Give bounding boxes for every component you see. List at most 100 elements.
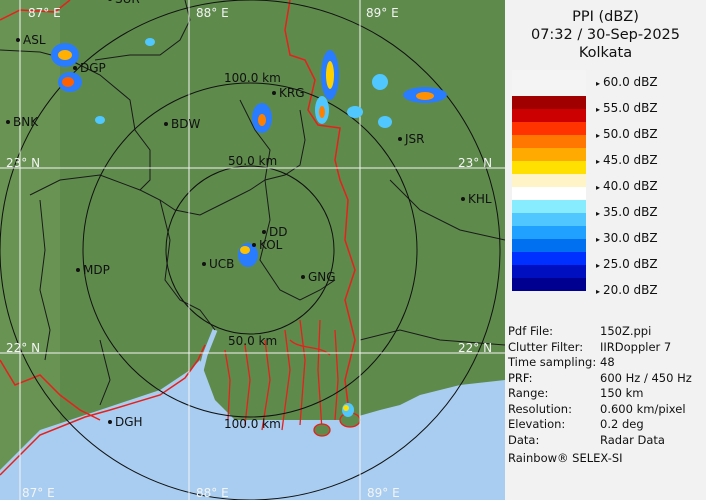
coast xyxy=(0,344,206,476)
city-label: MDP xyxy=(83,263,110,277)
legend-label: 35.0 dBZ xyxy=(596,205,658,219)
info-key: Data: xyxy=(508,432,540,447)
lon-label: 87° E xyxy=(28,6,61,20)
city-marker xyxy=(202,262,206,266)
lat-lon-grid xyxy=(0,0,505,500)
city-marker xyxy=(461,197,465,201)
radar-map[interactable]: 87° E 88° E 89° E 87° E 88° E 89° E 23° … xyxy=(0,0,505,500)
lon-label: 88° E xyxy=(196,6,229,20)
city-label: GNG xyxy=(308,270,336,284)
lat-label: 23° N xyxy=(6,156,40,170)
range-ring-150km xyxy=(0,0,501,500)
lon-label: 89° E xyxy=(366,6,399,20)
bangladesh-border xyxy=(284,0,356,421)
info-row: Data: Radar Data xyxy=(508,433,692,449)
city-marker xyxy=(73,66,77,70)
city-label: DGH xyxy=(115,415,143,429)
legend-swatch xyxy=(512,252,586,265)
info-value: 0.2 deg xyxy=(600,417,644,431)
info-value: 150 km xyxy=(600,386,644,400)
city-marker xyxy=(252,243,256,247)
legend-swatch xyxy=(512,187,586,200)
info-key: Time sampling: xyxy=(508,355,597,369)
legend-swatch xyxy=(512,109,586,122)
scan-info: Pdf File: 150Z.ppi Clutter Filter: IIRDoppl… xyxy=(508,324,692,467)
info-value: 150Z.ppi xyxy=(600,324,652,338)
legend-swatch xyxy=(512,161,586,174)
city-label: UCB xyxy=(209,257,234,271)
brand-text: Rainbow® SELEX-SI xyxy=(508,451,623,465)
city-marker xyxy=(16,38,20,42)
range-label: 100.0 km xyxy=(224,417,281,431)
sundarbans-channels xyxy=(224,319,361,437)
range-label: 50.0 km xyxy=(228,154,277,168)
legend-swatch xyxy=(512,122,586,135)
legend-label: 60.0 dBZ xyxy=(596,75,658,89)
city-label: KOL xyxy=(259,238,283,252)
city-marker xyxy=(6,120,10,124)
lat-label: 22° N xyxy=(458,341,492,355)
range-ring-50km xyxy=(165,165,335,335)
reflectivity-echoes xyxy=(51,38,447,417)
info-row: PRF: 600 Hz / 450 Hz xyxy=(508,371,692,387)
legend-label: 55.0 dBZ xyxy=(596,101,658,115)
info-key: PRF: xyxy=(508,370,533,385)
legend-label: 25.0 dBZ xyxy=(596,257,658,271)
lon-label: 89° E xyxy=(367,486,400,500)
city-label: KHL xyxy=(468,192,492,206)
city-label: DGP xyxy=(80,61,106,75)
range-ring-100km xyxy=(82,82,418,418)
info-row: Elevation: 0.2 deg xyxy=(508,417,692,433)
grid-labels: 87° E 88° E 89° E 87° E 88° E 89° E 23° … xyxy=(6,6,492,500)
timestamp: 07:32 / 30-Sep-2025 xyxy=(530,27,681,43)
legend-swatch xyxy=(512,200,586,213)
info-row: Resolution: 0.600 km/pixel xyxy=(508,402,692,418)
city-label: ASL xyxy=(23,33,46,47)
legend-swatch xyxy=(512,148,586,161)
legend-label: 40.0 dBZ xyxy=(596,179,658,193)
info-value: 0.600 km/pixel xyxy=(600,401,686,416)
city-marker xyxy=(262,230,266,234)
range-label: 50.0 km xyxy=(228,334,277,348)
lat-label: 23° N xyxy=(458,156,492,170)
legend-label: 30.0 dBZ xyxy=(596,231,658,245)
info-panel: PPI (dBZ) 07:32 / 30-Sep-2025 Kolkata 60… xyxy=(505,0,706,500)
legend-swatch xyxy=(512,70,586,83)
legend-label: 20.0 dBZ xyxy=(596,283,658,297)
info-value: 600 Hz / 450 Hz xyxy=(600,370,692,385)
legend-swatch xyxy=(512,83,586,96)
info-key: Resolution: xyxy=(508,401,572,416)
city-label: KRG xyxy=(279,86,305,100)
info-key: Pdf File: xyxy=(508,324,554,338)
lon-label: 88° E xyxy=(196,486,229,500)
city-label: DD xyxy=(269,225,287,239)
lon-label: 87° E xyxy=(22,486,55,500)
info-row: Pdf File: 150Z.ppi xyxy=(508,324,692,340)
legend-label: 45.0 dBZ xyxy=(596,153,658,167)
range-labels: 50.0 km 100.0 km 50.0 km 100.0 km xyxy=(224,71,281,431)
sea xyxy=(0,360,505,500)
city-marker xyxy=(164,122,168,126)
info-key: Elevation: xyxy=(508,417,566,431)
info-key: Range: xyxy=(508,386,549,400)
city-label: BDW xyxy=(171,117,200,131)
lat-label: 22° N xyxy=(6,341,40,355)
info-row: Time sampling: 48 xyxy=(508,355,692,371)
color-legend: 60.0 dBZ 55.0 dBZ 50.0 dBZ 45.0 dBZ 40.0 dBZ… xyxy=(512,70,658,297)
range-label: 100.0 km xyxy=(224,71,281,85)
range-rings xyxy=(0,0,501,500)
legend-swatch xyxy=(512,96,586,109)
city-label: JSR xyxy=(404,132,425,146)
product-title: PPI (dBZ) xyxy=(572,9,639,25)
legend-swatch xyxy=(512,226,586,239)
hooghly-river xyxy=(195,329,218,401)
city-label: SUR xyxy=(115,0,140,6)
info-row: Range: 150 km xyxy=(508,386,692,402)
legend-swatch xyxy=(512,239,586,252)
city-marker xyxy=(76,268,80,272)
city-marker xyxy=(398,137,402,141)
city-marker xyxy=(272,91,276,95)
city-marker xyxy=(108,420,112,424)
legend-swatch xyxy=(512,265,586,278)
